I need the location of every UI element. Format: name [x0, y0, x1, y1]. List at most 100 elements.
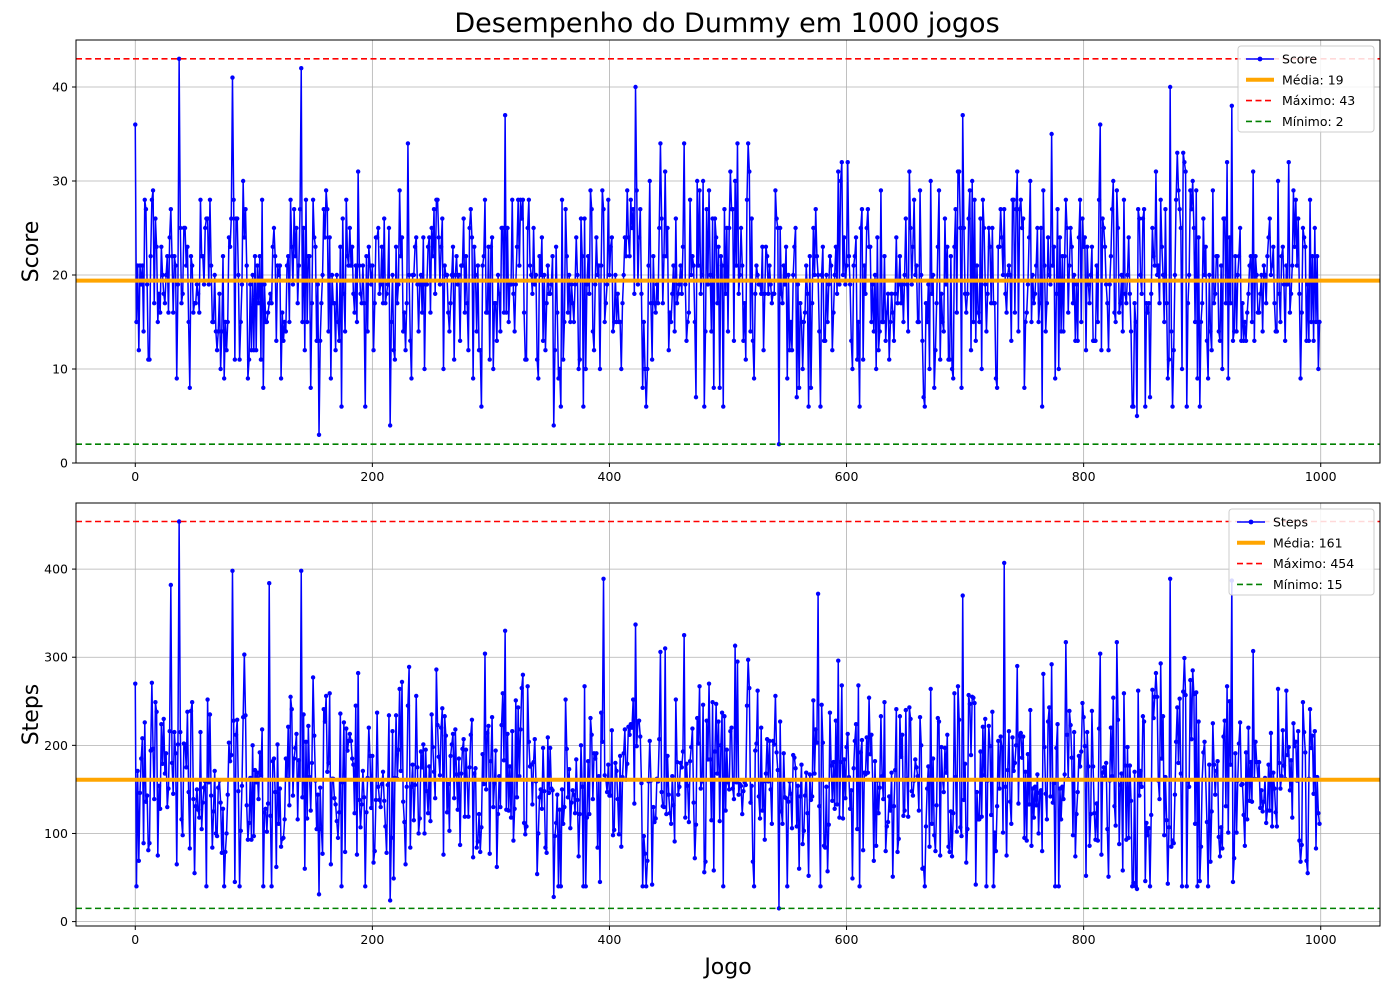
score-data-point	[563, 207, 568, 212]
steps-data-point	[1144, 820, 1149, 826]
score-data-point	[153, 216, 158, 221]
score-data-point	[1006, 263, 1012, 268]
score-data-point	[777, 225, 783, 231]
steps-data-point	[882, 699, 887, 705]
steps-data-point	[1241, 812, 1246, 818]
steps-data-point	[775, 767, 780, 773]
steps-data-point	[1210, 721, 1216, 726]
steps-data-point	[277, 786, 283, 791]
steps-data-point	[344, 726, 349, 731]
steps-data-point	[824, 784, 829, 789]
score-data-point	[1253, 254, 1258, 259]
steps-data-point	[1186, 784, 1192, 789]
steps-data-point	[188, 708, 194, 714]
score-data-point	[830, 348, 835, 353]
steps-data-point	[804, 770, 809, 775]
score-data-point	[454, 254, 459, 259]
score-data-point	[322, 235, 328, 240]
score-data-point	[448, 301, 453, 306]
score-data-point	[162, 301, 168, 306]
steps-data-point	[185, 709, 190, 715]
steps-data-point	[667, 811, 673, 816]
steps-data-point	[1226, 830, 1231, 835]
steps-data-point	[1303, 750, 1308, 755]
steps-data-point	[676, 792, 681, 797]
score-data-point	[815, 272, 821, 278]
score-data-point	[615, 291, 620, 296]
score-data-point	[1191, 225, 1197, 231]
steps-data-point	[446, 781, 451, 787]
steps-data-point	[435, 722, 440, 728]
score-data-point	[869, 319, 874, 325]
steps-data-point	[155, 853, 160, 858]
steps-data-point	[476, 811, 482, 817]
steps-data-point	[485, 730, 490, 736]
score-data-point	[408, 338, 413, 343]
steps-data-point	[777, 719, 783, 724]
score-data-point	[774, 216, 779, 221]
steps-data-point	[447, 828, 452, 834]
steps-data-point	[1177, 696, 1182, 701]
steps-data-point	[411, 818, 417, 823]
score-data-point	[451, 357, 457, 362]
score-data-point	[732, 178, 738, 184]
steps-data-point	[563, 697, 568, 702]
score-data-point	[1293, 197, 1299, 202]
score-data-point	[136, 348, 142, 353]
score-data-point	[508, 282, 514, 287]
score-data-point	[857, 404, 862, 409]
score-data-point	[754, 263, 759, 268]
steps-data-point	[1113, 823, 1118, 828]
score-data-point	[133, 122, 138, 127]
steps-data-point	[1166, 825, 1172, 830]
score-data-point	[740, 263, 745, 268]
score-data-point	[910, 244, 916, 249]
steps-data-point	[1138, 768, 1143, 774]
steps-data-point	[763, 771, 769, 776]
steps-data-point	[728, 729, 733, 734]
steps-data-point	[1217, 854, 1223, 859]
score-data-point	[1133, 319, 1139, 325]
steps-data-point	[360, 768, 366, 774]
score-data-point	[1246, 291, 1251, 296]
score-data-point	[738, 225, 744, 231]
score-data-point	[329, 272, 335, 278]
score-data-point	[478, 348, 483, 353]
steps-data-point	[834, 802, 840, 807]
score-data-point	[180, 291, 185, 296]
steps-data-point	[187, 846, 192, 851]
steps-data-point	[1048, 794, 1053, 799]
score-data-point	[1062, 254, 1067, 259]
steps-data-point	[519, 685, 524, 691]
score-data-point	[696, 263, 701, 268]
steps-data-point	[959, 833, 964, 839]
score-data-point	[960, 113, 965, 118]
steps-data-point	[191, 796, 196, 802]
score-data-point	[1025, 282, 1031, 287]
score-data-point	[922, 404, 927, 409]
steps-data-point	[1162, 833, 1167, 838]
steps-data-point	[478, 849, 483, 855]
steps-data-point	[640, 884, 645, 889]
steps-data-point	[795, 783, 801, 789]
score-data-point	[983, 282, 988, 287]
steps-data-point	[250, 743, 255, 748]
steps-data-point	[1220, 846, 1225, 851]
steps-data-point	[738, 783, 744, 789]
score-data-point	[1038, 225, 1044, 231]
steps-data-point	[569, 800, 574, 805]
steps-data-point	[374, 710, 380, 715]
score-data-point	[629, 225, 635, 231]
score-data-point	[917, 188, 923, 193]
score-data-point	[883, 338, 888, 343]
score-data-point	[159, 244, 164, 249]
steps-data-point	[290, 793, 296, 798]
steps-data-point	[455, 807, 460, 812]
score-data-point	[1115, 225, 1121, 231]
steps-data-point	[1081, 714, 1086, 720]
score-data-point	[1035, 225, 1040, 231]
score-data-point	[1095, 319, 1101, 325]
score-data-point	[470, 376, 476, 381]
score-data-point	[261, 385, 266, 390]
steps-data-point	[391, 876, 396, 881]
